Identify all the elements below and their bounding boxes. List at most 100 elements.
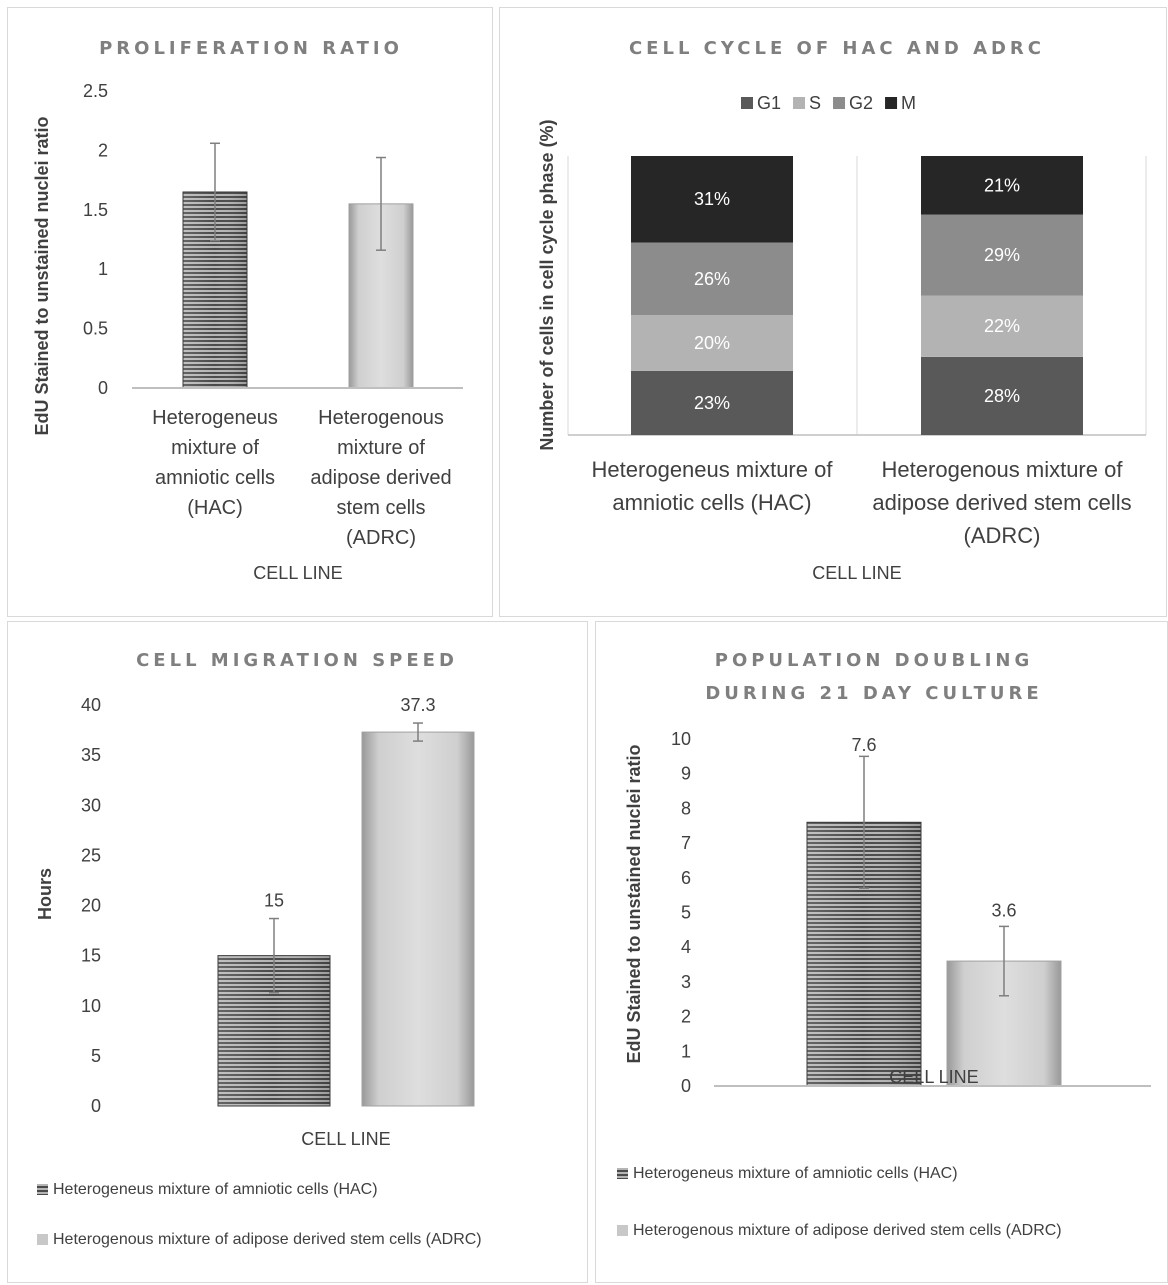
legend-label-g1: G1	[757, 93, 781, 113]
y-axis-label: Number of cells in cell cycle phase (%)	[537, 119, 557, 450]
y-tick-label: 0.5	[83, 319, 108, 339]
stack-segment-g2	[921, 214, 1083, 296]
x-category-label: amniotic cells	[155, 467, 275, 489]
y-tick-label: 15	[81, 946, 101, 966]
data-label: 31%	[694, 189, 730, 209]
y-tick-label: 0	[681, 1076, 691, 1096]
stack-segment-s	[921, 295, 1083, 357]
error-bar	[269, 917, 279, 994]
y-tick-label: 35	[81, 745, 101, 765]
y-tick-label: 9	[681, 764, 691, 784]
legend-swatch-hac	[37, 1184, 48, 1195]
y-tick-label: 30	[81, 795, 101, 815]
y-tick-label: 8	[681, 798, 691, 818]
x-axis-label: CELL LINE	[812, 563, 901, 583]
y-tick-label: 2.5	[83, 81, 108, 101]
stack-segment-s	[631, 315, 793, 371]
data-label: 20%	[694, 333, 730, 353]
y-tick-label: 6	[681, 868, 691, 888]
error-bar	[859, 755, 869, 889]
data-label: 37.3	[400, 695, 435, 715]
legend-swatch-m	[885, 97, 898, 109]
x-category-label: Heterogenous mixture of	[882, 457, 1124, 482]
y-tick-label: 3	[681, 972, 691, 992]
y-tick-label: 1.5	[83, 200, 108, 220]
x-category-label: (ADRC)	[964, 523, 1041, 548]
x-axis-label: CELL LINE	[301, 1129, 390, 1149]
x-category-label: adipose derived	[310, 467, 451, 489]
cell-cycle-chart-panel: CELL CYCLE OF HAC AND ADRC Number of cel…	[499, 7, 1167, 617]
data-label: 22%	[984, 316, 1020, 336]
legend-swatch-hac	[617, 1168, 628, 1179]
y-tick-label: 2	[98, 140, 108, 160]
legend-label-g2: G2	[849, 93, 873, 113]
y-tick-label: 7	[681, 833, 691, 853]
error-bar	[210, 142, 220, 242]
y-tick-label: 10	[671, 729, 691, 749]
data-label: 28%	[984, 386, 1020, 406]
chart-title: CELL MIGRATION SPEED	[136, 650, 458, 671]
data-label: 21%	[984, 175, 1020, 195]
error-bar	[413, 722, 423, 742]
x-category-label: mixture of	[171, 437, 259, 459]
y-tick-label: 0	[91, 1096, 101, 1116]
x-category-label: Heterogeneus mixture of	[592, 457, 834, 482]
stack-segment-m	[921, 156, 1083, 215]
stack-segment-g2	[631, 242, 793, 316]
y-tick-label: 25	[81, 845, 101, 865]
bar-adrc	[361, 731, 475, 1107]
data-label: 23%	[694, 393, 730, 413]
legend-swatch-adrc	[37, 1234, 48, 1245]
y-tick-label: 20	[81, 896, 101, 916]
y-tick-label: 1	[681, 1041, 691, 1061]
y-tick-label: 5	[681, 903, 691, 923]
stack-segment-g1	[921, 356, 1083, 435]
legend-swatch-g1	[741, 97, 753, 109]
y-tick-label: 40	[81, 695, 101, 715]
legend-label: Heterogeneus mixture of amniotic cells (…	[53, 1181, 378, 1198]
legend-label: Heterogenous mixture of adipose derived …	[53, 1231, 482, 1248]
legend-label: Heterogenous mixture of adipose derived …	[633, 1222, 1062, 1239]
legend-swatch-adrc	[617, 1225, 628, 1236]
population-doubling-chart: POPULATION DOUBLING DURING 21 DAY CULTUR…	[617, 650, 1151, 1239]
chart-title-line-1: POPULATION DOUBLING	[715, 650, 1034, 671]
chart-title: CELL CYCLE OF HAC AND ADRC	[629, 38, 1045, 59]
data-label: 7.6	[851, 735, 876, 755]
legend-label-s: S	[809, 93, 821, 113]
cell-cycle-chart: CELL CYCLE OF HAC AND ADRC Number of cel…	[537, 38, 1147, 583]
migration-chart-panel: CELL MIGRATION SPEED Hours CELL LINE 0 5 1…	[7, 621, 588, 1283]
proliferation-chart: PROLIFERATION RATIO EdU Stained to unsta…	[32, 38, 463, 583]
x-category-label: Heterogeneus	[152, 407, 278, 429]
legend-label: Heterogeneus mixture of amniotic cells (…	[633, 1165, 958, 1182]
x-category-label: (HAC)	[187, 497, 243, 519]
legend-swatch-g2	[833, 97, 846, 109]
data-label: 3.6	[991, 900, 1016, 920]
data-label: 29%	[984, 245, 1020, 265]
chart-title-line-2: DURING 21 DAY CULTURE	[705, 683, 1042, 704]
stack-segment-m	[631, 156, 793, 243]
x-category-label: (ADRC)	[346, 527, 416, 549]
migration-chart: CELL MIGRATION SPEED Hours CELL LINE 0 5 1…	[35, 650, 482, 1248]
x-category-label: mixture of	[337, 437, 425, 459]
x-category-label: stem cells	[337, 497, 426, 519]
y-axis-label: Hours	[35, 868, 55, 920]
y-tick-label: 1	[98, 259, 108, 279]
proliferation-chart-panel: PROLIFERATION RATIO EdU Stained to unsta…	[7, 7, 493, 617]
x-axis-label: CELL LINE	[253, 563, 342, 583]
x-category-label: amniotic cells (HAC)	[612, 490, 811, 515]
x-category-label: adipose derived stem cells	[872, 490, 1131, 515]
legend-label-m: M	[901, 93, 916, 113]
x-axis-label: CELL LINE	[889, 1067, 978, 1087]
x-category-label: Heterogenous	[318, 407, 444, 429]
y-axis-label: EdU Stained to unstained nuclei ratio	[624, 744, 644, 1063]
y-axis-label: EdU Stained to unstained nuclei ratio	[32, 116, 52, 435]
data-label: 15	[264, 891, 284, 911]
y-tick-label: 10	[81, 996, 101, 1016]
chart-title: PROLIFERATION RATIO	[99, 38, 403, 59]
error-bar	[376, 156, 386, 251]
y-tick-label: 4	[681, 937, 691, 957]
stack-segment-g1	[631, 370, 793, 435]
y-tick-label: 5	[91, 1046, 101, 1066]
data-label: 26%	[694, 269, 730, 289]
error-bar	[999, 925, 1009, 997]
